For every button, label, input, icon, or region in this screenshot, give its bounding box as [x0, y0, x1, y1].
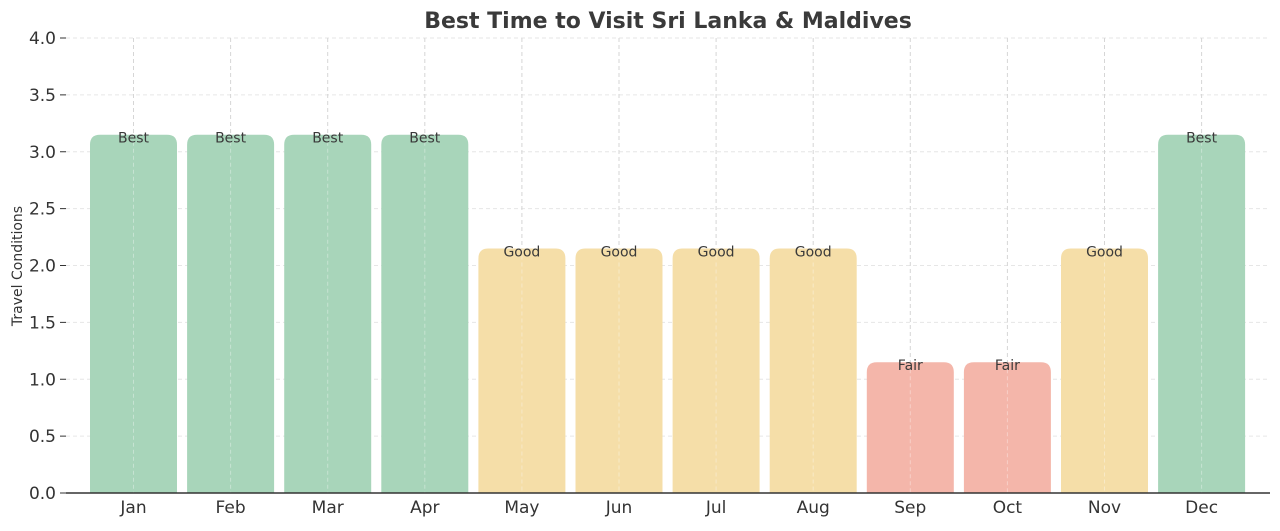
bar-value-label: Good [601, 244, 638, 260]
bar-value-label: Best [312, 131, 344, 147]
y-tick-label: 1.5 [29, 313, 56, 333]
x-tick-label: Nov [1088, 498, 1121, 518]
bar-apr [381, 134, 469, 493]
bar-labels-layer: Best Best Best Best Good Good Good Good Fair Fair… [118, 131, 1218, 375]
bar-value-label: Best [215, 131, 247, 147]
bar-value-label: Best [118, 131, 150, 147]
bar-value-label: Best [1186, 131, 1218, 147]
x-tick-label: Jun [605, 498, 633, 518]
x-tick-label: Jan [119, 498, 146, 518]
x-tick-label: Jul [705, 498, 727, 518]
bar-nov [1061, 248, 1148, 493]
bar-jun [575, 248, 663, 493]
x-tick-label: May [504, 498, 539, 518]
x-tick-label: Aug [797, 498, 830, 518]
x-tick-label: Oct [993, 498, 1023, 518]
y-tick-label: 4.0 [29, 29, 56, 49]
y-tick-label: 3.0 [29, 143, 56, 163]
x-tick-label: Sep [894, 498, 926, 518]
bar-value-label: Fair [995, 358, 1020, 374]
y-tick-label: 0.0 [29, 484, 56, 504]
bars-layer [90, 134, 1246, 493]
x-tick-label: Dec [1185, 498, 1218, 518]
bar-value-label: Good [503, 244, 540, 260]
bar-oct [963, 362, 1051, 493]
bar-aug [769, 248, 857, 493]
bar-jan [90, 134, 177, 493]
x-tick-label: Feb [216, 498, 246, 518]
y-tick-label: 2.5 [29, 200, 56, 220]
bar-may [478, 248, 566, 493]
y-tick-label: 1.0 [29, 370, 56, 390]
chart-title: Best Time to Visit Sri Lanka & Maldives [424, 9, 912, 34]
bar-sep [866, 362, 954, 493]
bar-dec [1158, 134, 1246, 493]
y-tick-label: 3.5 [29, 86, 56, 106]
bar-feb [187, 134, 275, 493]
bar-value-label: Good [1086, 244, 1123, 260]
y-tick-label: 0.5 [29, 427, 56, 447]
x-tick-label: Mar [312, 498, 344, 518]
bar-value-label: Fair [898, 358, 923, 374]
bar-mar [284, 134, 372, 493]
y-tick-label: 2.0 [29, 257, 56, 277]
x-tick-label: Apr [410, 498, 439, 518]
bar-jul [672, 248, 760, 493]
bar-value-label: Good [698, 244, 735, 260]
y-axis-label: Travel Conditions [10, 206, 26, 327]
bar-value-label: Best [409, 131, 441, 147]
bar-value-label: Good [795, 244, 832, 260]
axes-layer: 0.0 0.5 1.0 1.5 2.0 2.5 3.0 3.5 4.0 Jan Feb Mar Apr M… [29, 29, 1270, 518]
